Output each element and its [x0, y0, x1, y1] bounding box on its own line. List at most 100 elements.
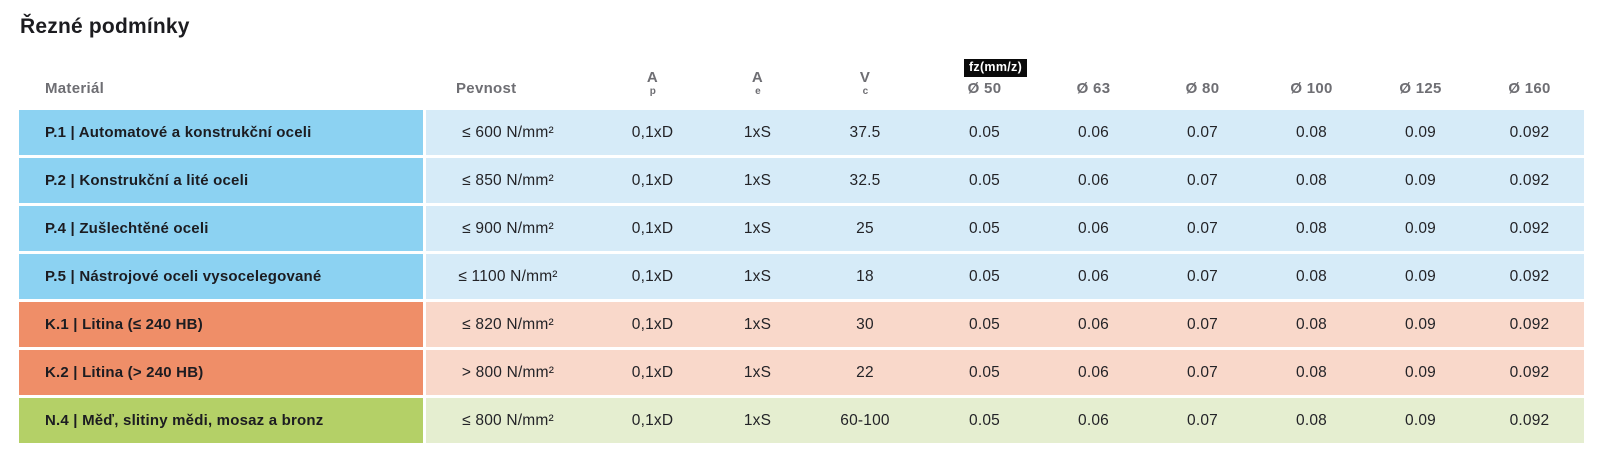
column-header-pevnost: Pevnost [456, 80, 517, 97]
fz-cell: 0.06 [1078, 411, 1109, 429]
row-values: ≤ 600 N/mm² 0,1xD 1xS 37.5 0.05 0.06 0.0… [426, 110, 1584, 155]
ap-cell: 0,1xD [631, 219, 674, 237]
fz-cell: 0.092 [1509, 267, 1550, 285]
fz-cell: 0.09 [1405, 315, 1436, 333]
row-values: ≤ 820 N/mm² 0,1xD 1xS 30 0.05 0.06 0.07 … [426, 302, 1584, 347]
fz-cell: 0.08 [1296, 267, 1327, 285]
fz-cell: 0.07 [1187, 219, 1218, 237]
fz-cell: 0.08 [1296, 315, 1327, 333]
column-header-material: Materiál [45, 80, 105, 97]
ap-subscript: p [649, 86, 657, 97]
material-cell: N.4 | Měď, slitiny mědi, mosaz a bronz [19, 398, 423, 443]
ap-cell: 0,1xD [631, 123, 674, 141]
ap-label: A [646, 69, 659, 86]
fz-cell: 0.05 [969, 363, 1000, 381]
material-cell: P.5 | Nástrojové oceli vysocelegované [19, 254, 423, 299]
fz-cell: 0.092 [1509, 123, 1550, 141]
table-row: P.2 | Konstrukční a lité oceli ≤ 850 N/m… [19, 158, 1584, 203]
table-row: N.4 | Měď, slitiny mědi, mosaz a bronz ≤… [19, 398, 1584, 443]
fz-cell: 0.08 [1296, 363, 1327, 381]
ae-cell: 1xS [743, 315, 772, 333]
fz-cell: 0.05 [969, 171, 1000, 189]
fz-cell: 0.06 [1078, 219, 1109, 237]
fz-cell: 0.07 [1187, 123, 1218, 141]
fz-cell: 0.092 [1509, 171, 1550, 189]
fz-badge: fz(mm/z) [963, 59, 1028, 77]
table-row: K.2 | Litina (> 240 HB) > 800 N/mm² 0,1x… [19, 350, 1584, 395]
pevnost-cell: ≤ 1100 N/mm² [458, 267, 558, 285]
row-values: > 800 N/mm² 0,1xD 1xS 22 0.05 0.06 0.07 … [426, 350, 1584, 395]
ae-subscript: e [755, 86, 761, 97]
pevnost-cell: ≤ 850 N/mm² [462, 171, 554, 189]
vc-cell: 37.5 [849, 123, 881, 141]
table-row: P.4 | Zušlechtěné oceli ≤ 900 N/mm² 0,1x… [19, 206, 1584, 251]
fz-cell: 0.07 [1187, 411, 1218, 429]
fz-cell: 0.06 [1078, 123, 1109, 141]
fz-cell: 0.06 [1078, 363, 1109, 381]
material-cell: P.2 | Konstrukční a lité oceli [19, 158, 423, 203]
vc-cell: 32.5 [849, 171, 881, 189]
fz-cell: 0.09 [1405, 363, 1436, 381]
fz-cell: 0.092 [1509, 411, 1550, 429]
fz-cell: 0.07 [1187, 363, 1218, 381]
row-values: ≤ 850 N/mm² 0,1xD 1xS 32.5 0.05 0.06 0.0… [426, 158, 1584, 203]
fz-cell: 0.07 [1187, 267, 1218, 285]
pevnost-cell: > 800 N/mm² [461, 363, 555, 381]
material-cell: P.1 | Automatové a konstrukční oceli [19, 110, 423, 155]
vc-cell: 60-100 [840, 411, 890, 429]
fz-cell: 0.09 [1405, 171, 1436, 189]
ae-cell: 1xS [743, 363, 772, 381]
table-row: P.5 | Nástrojové oceli vysocelegované ≤ … [19, 254, 1584, 299]
fz-cell: 0.092 [1509, 363, 1550, 381]
fz-cell: 0.06 [1078, 315, 1109, 333]
ae-cell: 1xS [743, 267, 772, 285]
pevnost-cell: ≤ 820 N/mm² [462, 315, 554, 333]
column-header-diameter-160: Ø 160 [1508, 80, 1551, 97]
vc-subscript: c [862, 86, 869, 97]
fz-cell: 0.05 [969, 411, 1000, 429]
ap-cell: 0,1xD [631, 411, 674, 429]
row-values: ≤ 1100 N/mm² 0,1xD 1xS 18 0.05 0.06 0.07… [426, 254, 1584, 299]
row-values: ≤ 800 N/mm² 0,1xD 1xS 60-100 0.05 0.06 0… [426, 398, 1584, 443]
fz-cell: 0.06 [1078, 171, 1109, 189]
ap-cell: 0,1xD [631, 315, 674, 333]
vc-cell: 18 [856, 267, 874, 285]
diameter-label: Ø 50 [967, 80, 1002, 97]
fz-cell: 0.05 [969, 267, 1000, 285]
table-row: P.1 | Automatové a konstrukční oceli ≤ 6… [19, 110, 1584, 155]
fz-cell: 0.06 [1078, 267, 1109, 285]
fz-cell: 0.09 [1405, 219, 1436, 237]
column-header-diameter-80: Ø 80 [1185, 80, 1220, 97]
column-header-diameter-100: Ø 100 [1290, 80, 1333, 97]
column-header-diameter-63: Ø 63 [1076, 80, 1111, 97]
ae-cell: 1xS [743, 123, 772, 141]
vc-cell: 30 [856, 315, 874, 333]
fz-cell: 0.08 [1296, 171, 1327, 189]
fz-cell: 0.092 [1509, 219, 1550, 237]
pevnost-cell: ≤ 600 N/mm² [462, 123, 554, 141]
ap-cell: 0,1xD [631, 267, 674, 285]
fz-cell: 0.08 [1296, 123, 1327, 141]
column-header-diameter-50: fz(mm/z) Ø 50 [930, 59, 1039, 110]
ap-cell: 0,1xD [631, 171, 674, 189]
fz-cell: 0.092 [1509, 315, 1550, 333]
column-header-diameter-125: Ø 125 [1399, 80, 1442, 97]
material-cell: K.1 | Litina (≤ 240 HB) [19, 302, 423, 347]
ae-label: A [751, 69, 764, 86]
fz-cell: 0.09 [1405, 411, 1436, 429]
fz-cell: 0.09 [1405, 267, 1436, 285]
fz-cell: 0.05 [969, 315, 1000, 333]
fz-cell: 0.08 [1296, 219, 1327, 237]
page-title: Řezné podmínky [20, 15, 190, 38]
ae-cell: 1xS [743, 171, 772, 189]
pevnost-cell: ≤ 900 N/mm² [462, 219, 554, 237]
table-row: K.1 | Litina (≤ 240 HB) ≤ 820 N/mm² 0,1x… [19, 302, 1584, 347]
material-cell: P.4 | Zušlechtěné oceli [19, 206, 423, 251]
